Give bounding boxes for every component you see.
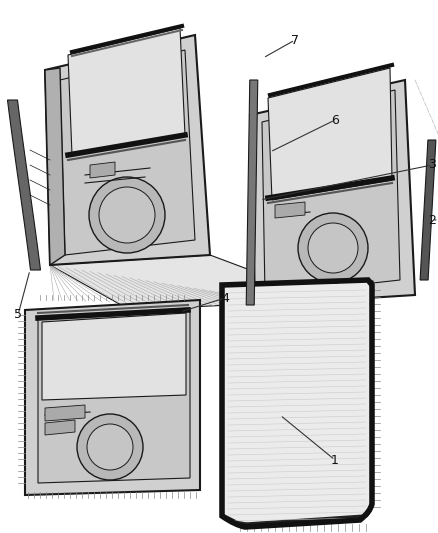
Polygon shape [50,255,330,310]
Polygon shape [268,68,392,200]
Text: 3: 3 [428,158,436,172]
Polygon shape [60,50,195,255]
Circle shape [77,414,143,480]
Polygon shape [262,90,400,295]
Polygon shape [90,162,115,178]
Polygon shape [420,140,436,280]
Polygon shape [42,313,186,400]
Circle shape [298,213,368,283]
Text: 2: 2 [428,214,436,227]
Circle shape [89,177,165,253]
Text: 1: 1 [331,454,339,466]
Text: 4: 4 [221,292,229,304]
Polygon shape [45,405,85,421]
Polygon shape [45,420,75,435]
Polygon shape [246,80,258,305]
Circle shape [308,223,358,273]
Circle shape [99,187,155,243]
Polygon shape [68,28,185,155]
PathPatch shape [222,280,372,524]
Circle shape [87,424,133,470]
Text: 7: 7 [291,34,299,46]
Polygon shape [275,202,305,218]
Polygon shape [38,308,190,483]
Polygon shape [250,80,415,305]
Text: 6: 6 [331,114,339,126]
Polygon shape [7,100,40,270]
Polygon shape [45,68,65,265]
Polygon shape [45,35,210,265]
Text: 5: 5 [14,309,22,321]
Polygon shape [25,300,200,495]
